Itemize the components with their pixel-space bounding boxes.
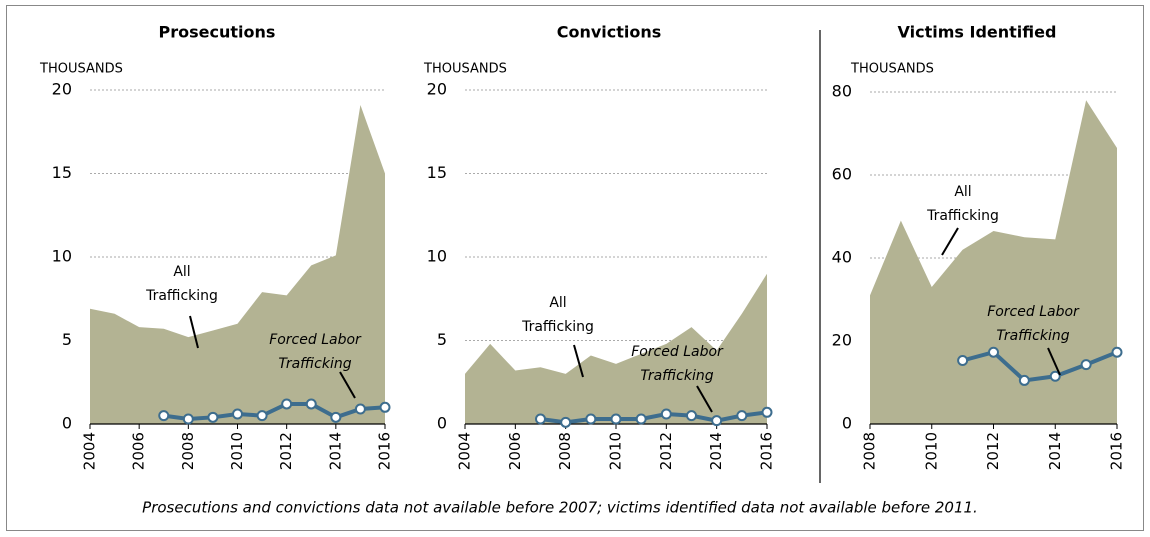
marker [610,413,622,425]
marker [585,413,597,425]
leader-line [941,227,959,256]
annotation: All [954,184,971,200]
marker [379,401,391,413]
annotation: Forced Labor [987,304,1080,320]
y-tick-label: 20 [52,80,72,99]
marker [305,398,317,410]
annotation: Trafficking [996,328,1069,344]
annotation: Trafficking [521,319,594,335]
marker [256,410,268,422]
marker [535,413,546,425]
y-tick-label: 10 [52,247,72,266]
y-tick-label: 0 [62,414,72,433]
leader-line [573,344,584,378]
y-axis-label: THOUSANDS [39,62,123,77]
marker [686,410,697,422]
x-tick-label: 2008 [861,432,879,470]
y-axis-label: THOUSANDS [423,62,507,77]
y-tick-label: 10 [427,247,447,266]
chart-title: Prosecutions [159,23,276,42]
x-tick-label: 2010 [922,432,940,470]
annotation: Trafficking [278,356,351,372]
x-tick-label: 2010 [228,432,246,470]
y-tick-label: 60 [832,165,852,184]
marker [988,346,999,358]
marker [635,413,647,425]
x-tick-label: 2004 [81,432,99,470]
marker [1018,374,1030,386]
marker [281,398,293,410]
marker [232,408,243,420]
area [90,105,385,424]
annotation: Trafficking [640,368,713,384]
x-tick-label: 2006 [130,432,148,470]
y-tick-label: 15 [427,163,447,182]
marker [736,410,748,422]
annotation: Forced Labor [631,344,724,360]
x-tick-label: 2014 [326,432,344,470]
leader-line [696,385,713,413]
x-tick-label: 2016 [758,432,776,470]
annotation: All [173,264,190,280]
line [540,410,768,425]
leader-line [189,315,199,349]
chart-title: Convictions [557,23,662,42]
marker [660,408,672,420]
y-tick-label: 15 [52,163,72,182]
x-tick-label: 2012 [277,432,295,470]
x-tick-label: 2012 [657,432,675,470]
annotation: Forced Labor [269,332,362,348]
marker [182,413,194,425]
x-tick-label: 2014 [707,432,725,470]
frame [6,5,1144,531]
y-tick-label: 40 [832,248,852,267]
x-tick-label: 2010 [607,432,625,470]
marker [1049,370,1061,382]
annotation: Trafficking [926,208,999,224]
marker [1111,346,1123,358]
y-tick-label: 0 [437,414,447,433]
x-tick-label: 2014 [1046,432,1064,470]
marker [1080,359,1092,371]
marker [711,415,723,427]
footnote: Prosecutions and convictions data not av… [142,499,978,517]
y-axis-label: THOUSANDS [850,62,934,77]
annotation: All [549,295,566,311]
area [870,100,1117,425]
y-tick-label: 5 [62,330,72,349]
marker [158,410,170,422]
annotation: Trafficking [145,288,218,304]
y-tick-label: 80 [832,82,852,101]
marker [354,403,366,415]
x-tick-label: 2016 [376,432,394,470]
x-tick-label: 2012 [984,432,1002,470]
marker [560,416,572,428]
chart-title: Victims Identified [898,23,1057,42]
x-tick-label: 2008 [179,432,197,470]
line [163,401,386,421]
y-tick-label: 0 [842,414,852,433]
marker [330,411,342,423]
marker [207,411,219,423]
x-tick-label: 2006 [506,432,524,470]
y-tick-label: 5 [437,330,447,349]
x-tick-label: 2004 [456,432,474,470]
marker [957,355,969,367]
x-tick-label: 2008 [556,432,574,470]
y-tick-label: 20 [427,80,447,99]
marker [761,406,773,418]
leader-line [339,371,356,399]
x-tick-label: 2016 [1108,432,1126,470]
y-tick-label: 20 [832,331,852,350]
leader-line [1047,347,1061,376]
area [465,273,767,424]
